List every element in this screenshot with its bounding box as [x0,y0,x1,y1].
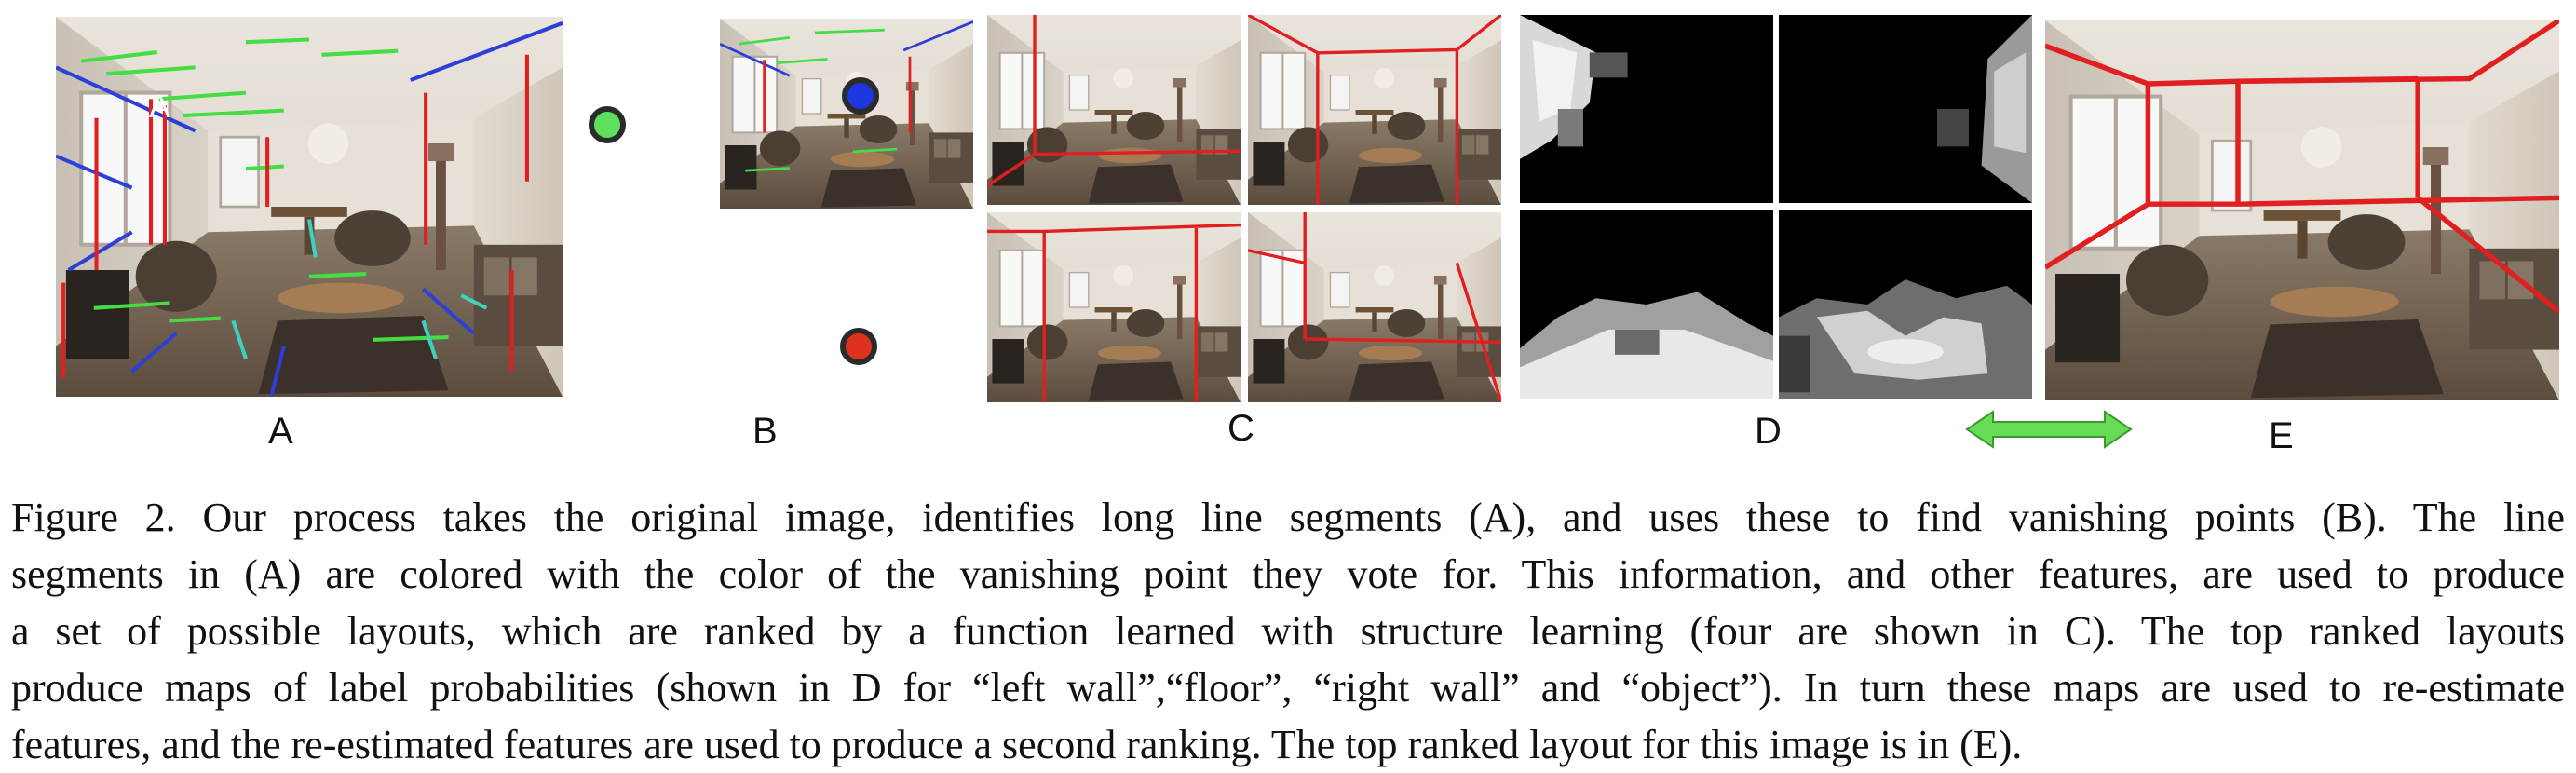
caption-line: produce maps of label probabilities (sho… [11,665,2565,711]
caption-line: segments in (A) are colored with the col… [11,551,2565,597]
figure-caption: Figure 2. Our process takes the original… [11,489,2565,773]
panel-c-layout-4 [1248,212,1501,402]
panel-d-object-map [1779,210,2032,399]
vanishing-point-red [840,328,877,365]
double-arrow-icon [1965,410,2133,449]
panel-d-right-wall-map [1779,15,2032,203]
panel-a-overlay-label: A [149,89,170,125]
panel-c-layout-3 [987,212,1241,402]
panel-d-left-wall-map [1520,15,1773,203]
panel-label-b: B [752,411,778,452]
panel-label-c: C [1227,408,1254,449]
caption-line: Figure 2. Our process takes the original… [11,495,2565,540]
panel-d-floor-map [1520,210,1773,399]
panel-a-image: A [56,17,563,397]
panel-b-image [720,19,973,209]
vanishing-point-green [589,106,626,143]
caption-line: features, and the re-estimated features … [11,722,2023,767]
panel-c-layout-2 [1248,15,1501,205]
caption-line: a set of possible layouts, which are ran… [11,608,2565,654]
vanishing-point-blue [842,77,879,115]
panel-c-layout-1 [987,15,1241,205]
panel-label-e: E [2269,415,2294,456]
panel-label-d: D [1755,411,1782,452]
panel-e-image [2045,20,2559,400]
panel-label-a: A [268,411,293,452]
